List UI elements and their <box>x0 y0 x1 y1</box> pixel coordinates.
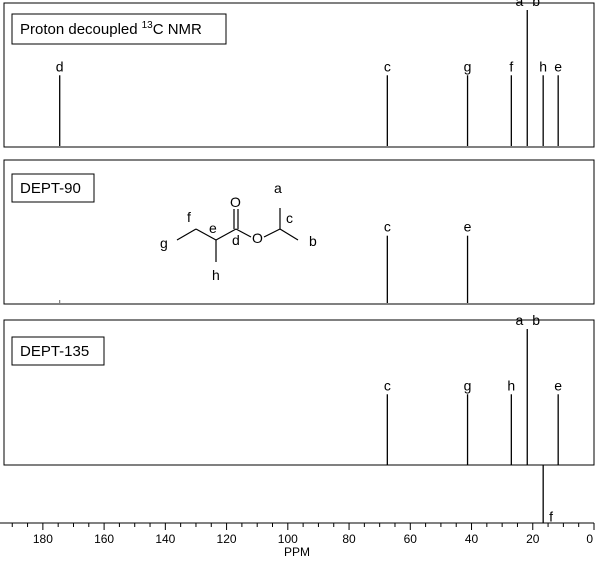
peak-label-3-h: h <box>507 377 515 393</box>
atom-label-h: h <box>212 267 220 283</box>
panel-3-frame <box>3 319 595 466</box>
peak-label-1-g: g <box>464 58 472 74</box>
tick-label-60: 60 <box>404 532 418 546</box>
panel-1-title-box: Proton decoupled 13C NMR <box>11 13 227 45</box>
peak-label-3-c: c <box>384 377 391 393</box>
atom-label-e: e <box>209 220 217 236</box>
tick-label-0: 0 <box>586 532 593 546</box>
panel-3-title: DEPT-135 <box>20 343 89 360</box>
x-axis: 180 160 140 120 100 80 60 40 20 0 <box>0 522 595 546</box>
peak-label-2-e: e <box>464 219 472 235</box>
peak-label-1-a: a <box>515 0 523 9</box>
tick-label-140: 140 <box>155 532 175 546</box>
tick-label-180: 180 <box>33 532 53 546</box>
peaks-layer: d c g fa bh ec ec g ha bef <box>56 0 562 524</box>
tick-label-160: 160 <box>94 532 114 546</box>
peak-label-3-a: a <box>515 312 523 328</box>
panel-2-frame <box>3 159 595 305</box>
panel-3-title-box: DEPT-135 <box>11 336 105 366</box>
peak-label-3-f: f <box>549 508 553 524</box>
peak-label-1-f: f <box>509 58 513 74</box>
molecule-labels: g f e h O d O c a b <box>160 180 317 283</box>
bond-g-f <box>176 228 197 241</box>
atom-label-ester-O: O <box>252 230 263 246</box>
bond-O-c <box>263 228 281 238</box>
peak-label-1-c: c <box>384 58 391 74</box>
bond-d-O <box>235 228 252 238</box>
peak-label-1-e: e <box>554 58 562 74</box>
bond-e-d <box>215 228 237 241</box>
atom-label-b: b <box>309 233 317 249</box>
tick-label-80: 80 <box>342 532 356 546</box>
atom-label-a: a <box>274 180 282 196</box>
atom-label-d: d <box>232 232 240 248</box>
panel-1-title: Proton decoupled 13C NMR <box>20 20 202 38</box>
peak-label-3-g: g <box>464 377 472 393</box>
tick-label-40: 40 <box>465 532 479 546</box>
atom-label-g: g <box>160 235 168 251</box>
atom-label-f: f <box>187 209 191 225</box>
panel-2-title-box: DEPT-90 <box>11 173 95 203</box>
tick-label-100: 100 <box>278 532 298 546</box>
peak-label-1-b: b <box>532 0 540 9</box>
peak-label-3-e: e <box>554 377 562 393</box>
panel-1-frame <box>3 2 595 148</box>
peak-label-1-h: h <box>539 58 547 74</box>
panel-2-title: DEPT-90 <box>20 180 81 197</box>
peak-label-1-d: d <box>56 58 64 74</box>
bond-f-e <box>195 228 217 241</box>
x-axis-label: PPM <box>284 545 310 559</box>
peak-label-2-c: c <box>384 219 391 235</box>
peak-label-3-b: b <box>532 312 540 328</box>
molecule-structure <box>176 208 299 262</box>
atom-label-carbonyl-O: O <box>230 194 241 210</box>
tick-label-20: 20 <box>526 532 540 546</box>
tick-label-120: 120 <box>217 532 237 546</box>
bond-c-b <box>279 228 299 241</box>
atom-label-c: c <box>286 210 293 226</box>
